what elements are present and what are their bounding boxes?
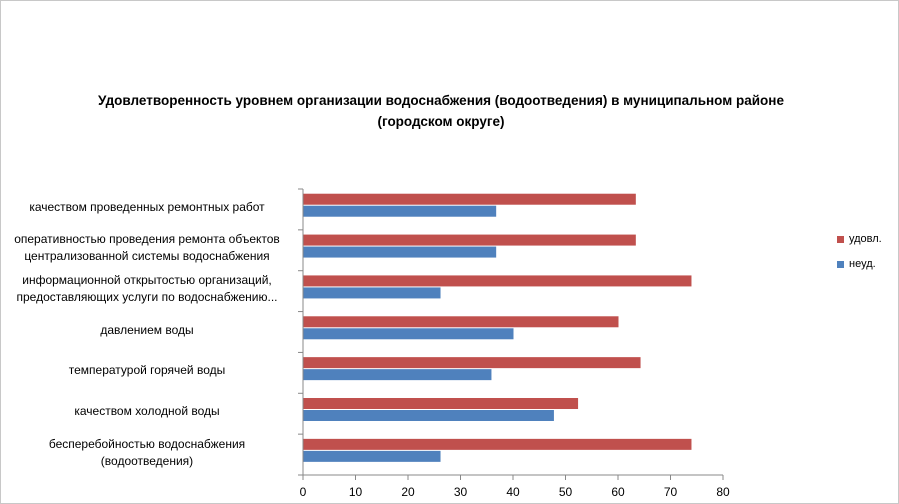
category-label-line: оперативностью проведения ремонта объект… xyxy=(14,232,280,247)
bar-udovl xyxy=(303,398,579,409)
legend-swatch-udovl xyxy=(837,235,844,243)
chart-title-line-2: (городском округе) xyxy=(377,114,505,129)
bar-neud xyxy=(303,246,497,258)
category-label: бесперебойностью водоснабжения (водоотвед… xyxy=(3,436,291,470)
category-label-line: централизованной системы водоснабжения xyxy=(24,249,270,264)
chart-title-line-1: Удовлетворенность уровнем организации во… xyxy=(98,93,784,108)
bar-neud xyxy=(303,450,441,462)
category-label: качеством проведенных ремонтных работ xyxy=(3,199,291,216)
category-label: качеством холодной воды xyxy=(3,403,291,420)
bar-udovl xyxy=(303,275,692,287)
category-label-line: информационной открытостью организаций, xyxy=(22,273,272,288)
legend-label-udovl: удовл. xyxy=(849,233,882,245)
bar-neud xyxy=(303,410,554,421)
x-tick-label: 20 xyxy=(401,485,415,499)
category-label-line: бесперебойностью водоснабжения xyxy=(48,436,246,451)
legend-swatch-neud xyxy=(837,260,844,268)
category-label-line: температурой горячей воды xyxy=(68,363,226,378)
category-label: давлением воды xyxy=(3,322,291,339)
category-label: температурой горячей воды xyxy=(3,362,291,379)
legend-item-udovl: удовл. xyxy=(837,232,882,246)
category-label-line: качеством холодной воды xyxy=(74,404,220,419)
chart-title: Удовлетворенность уровнем организации во… xyxy=(61,90,821,132)
x-tick-label: 80 xyxy=(716,485,730,499)
category-label-line: предоставляющих услуги по водоснабжению.… xyxy=(16,290,278,305)
category-label-line: давлением воды xyxy=(100,322,194,337)
category-label-line: (водоотведения) xyxy=(100,453,194,468)
bar-neud xyxy=(303,328,514,340)
bar-udovl xyxy=(303,234,636,246)
x-tick-label: 10 xyxy=(349,485,363,499)
bar-neud xyxy=(303,369,492,381)
x-tick-label: 70 xyxy=(664,485,678,499)
bar-neud xyxy=(303,287,441,299)
x-tick-label: 0 xyxy=(300,485,307,499)
bar-udovl xyxy=(303,316,619,328)
bar-udovl xyxy=(303,438,692,450)
legend: удовл. неуд. xyxy=(837,232,882,282)
bar-neud xyxy=(303,205,497,217)
category-label-line: качеством проведенных ремонтных работ xyxy=(29,199,265,214)
legend-item-neud: неуд. xyxy=(837,257,882,271)
bar-udovl xyxy=(303,193,636,205)
x-tick-label: 40 xyxy=(506,485,520,499)
x-tick-label: 50 xyxy=(559,485,573,499)
legend-label-neud: неуд. xyxy=(849,258,876,270)
category-label: информационной открытостью организаций, п… xyxy=(3,272,291,306)
x-tick-label: 60 xyxy=(611,485,625,499)
bar-udovl xyxy=(303,357,641,369)
category-label: оперативностью проведения ремонта объект… xyxy=(3,231,291,265)
x-tick-label: 30 xyxy=(454,485,468,499)
